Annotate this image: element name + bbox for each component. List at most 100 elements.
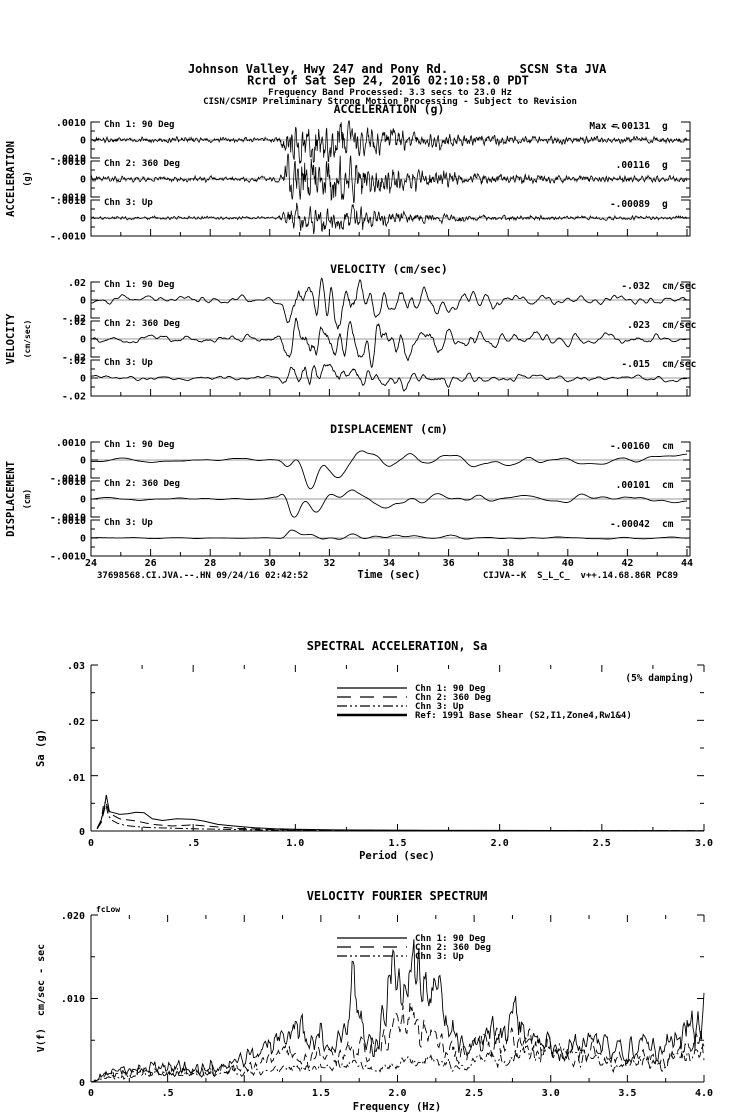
ytick-label: -.0010 — [50, 552, 86, 563]
channel-label: Chn 1: 90 Deg — [104, 120, 174, 130]
section-title-acceleration: ACCELERATION (g) — [334, 102, 445, 116]
fourier-xtick-label: 2.0 — [388, 1088, 406, 1099]
ytick-label: .0010 — [56, 118, 86, 129]
fourier-xtick-label: 3.5 — [618, 1088, 636, 1099]
fourier-ytick-label: .020 — [61, 911, 85, 922]
sa-yaxis-label: Sa (g) — [35, 729, 47, 767]
sa-xtick-label: 2.5 — [593, 838, 611, 849]
ytick-label: -.0010 — [50, 154, 86, 165]
sa-xtick-label: 3.0 — [695, 838, 713, 849]
max-unit: cm — [662, 519, 674, 530]
side-units-displacement: (cm) — [23, 489, 33, 509]
channel-label: Chn 1: 90 Deg — [104, 440, 174, 450]
footer-processing-id: CIJVA--K S_L_C_ v++.14.68.86R PC89 — [483, 571, 678, 581]
waveform-acceleration_time_series-ch1 — [90, 120, 688, 164]
fourier-xtick-label: 1.5 — [312, 1088, 330, 1099]
fourier-ytick-label: .010 — [61, 994, 85, 1005]
ytick-label: 0 — [80, 335, 86, 346]
max-value: -.00089 — [610, 199, 650, 210]
time-tick-label: 44 — [681, 558, 693, 569]
ytick-label: 0 — [80, 136, 86, 147]
ytick-label: .0010 — [56, 196, 86, 207]
max-value: -.015 — [621, 359, 650, 370]
ytick-label: 0 — [80, 456, 86, 467]
fourier-xtick-label: .5 — [162, 1088, 174, 1099]
sa-legend-label: Chn 3: Up — [415, 702, 464, 712]
ytick-label: 0 — [80, 214, 86, 225]
sa-legend-label: Chn 2: 360 Deg — [415, 693, 491, 703]
max-value: -.00160 — [610, 441, 650, 452]
fourier-curve-1 — [90, 939, 705, 1083]
ytick-label: 0 — [80, 374, 86, 385]
sa-ytick-label: 0 — [79, 827, 85, 838]
time-tick-label: 36 — [443, 558, 455, 569]
section-title-velocity: VELOCITY (cm/sec) — [330, 262, 448, 276]
max-value: -.00131 — [610, 121, 650, 132]
time-tick-label: 28 — [204, 558, 216, 569]
ytick-label: .0010 — [56, 477, 86, 488]
max-unit: cm/sec — [662, 320, 696, 331]
header-record-time: Rcrd of Sat Sep 24, 2016 02:10:58.0 PDT — [247, 74, 529, 88]
waveform-acceleration_time_series-ch2 — [90, 153, 688, 204]
sa-ytick-label: .01 — [67, 773, 85, 784]
time-tick-label: 38 — [502, 558, 514, 569]
waveform-velocity_time_series-ch1 — [90, 277, 688, 330]
waveform-acceleration_time_series-ch3 — [90, 202, 688, 235]
fourier-xtick-label: 0 — [88, 1088, 94, 1099]
fourier-curve-3 — [91, 1034, 705, 1083]
fourier-legend-label: Chn 3: Up — [415, 952, 464, 962]
max-value: -.032 — [621, 281, 650, 292]
side-label-velocity: VELOCITY — [5, 313, 17, 364]
side-units-velocity: (cm/sec) — [23, 320, 32, 359]
ytick-label: -.0010 — [50, 193, 86, 204]
sa-curve-2 — [96, 801, 705, 832]
time-tick-label: 40 — [562, 558, 574, 569]
sa-damping-note: (5% damping) — [625, 673, 694, 684]
section-title-displacement: DISPLACEMENT (cm) — [330, 422, 448, 436]
sa-xtick-label: 1.0 — [286, 838, 304, 849]
max-unit: cm — [662, 480, 674, 491]
max-value: .00101 — [616, 480, 651, 491]
max-unit: g — [662, 121, 668, 132]
channel-label: Chn 2: 360 Deg — [104, 159, 180, 169]
fourier-xtick-label: 4.0 — [695, 1088, 713, 1099]
channel-label: Chn 2: 360 Deg — [104, 479, 180, 489]
header-processing-notice: CISN/CSMIP Preliminary Strong Motion Pro… — [203, 96, 577, 107]
time-tick-label: 26 — [145, 558, 157, 569]
fourier-xaxis-label: Frequency (Hz) — [353, 1101, 442, 1113]
ytick-label: -.0010 — [50, 474, 86, 485]
fourier-legend-label: Chn 2: 360 Deg — [415, 943, 491, 953]
sa-title: SPECTRAL ACCELERATION, Sa — [307, 639, 488, 653]
max-unit: cm/sec — [662, 359, 696, 370]
ytick-label: 0 — [80, 175, 86, 186]
channel-label: Chn 3: Up — [104, 198, 153, 208]
waveform-velocity_time_series-ch2 — [90, 317, 687, 369]
waveform-velocity_time_series-ch3 — [90, 363, 687, 392]
waveform-displacement_time_series-ch1 — [91, 450, 687, 490]
ytick-label: -.02 — [62, 392, 86, 403]
sa-xtick-label: 1.5 — [388, 838, 406, 849]
sa-legend-label: Chn 1: 90 Deg — [415, 684, 485, 694]
sa-xtick-label: 0 — [88, 838, 94, 849]
fourier-legend-label: Chn 1: 90 Deg — [415, 934, 485, 944]
channel-label: Chn 2: 360 Deg — [104, 319, 180, 329]
fourier-xtick-label: 1.0 — [235, 1088, 253, 1099]
ytick-label: -.0010 — [50, 513, 86, 524]
header-frequency-band: Frequency Band Processed: 3.3 secs to 23… — [268, 88, 512, 98]
ytick-label: 0 — [80, 296, 86, 307]
header-location: Johnson Valley, Hwy 247 and Pony Rd. — [188, 62, 448, 76]
fourier-yaxis-label: V(f) cm/sec - sec — [36, 944, 47, 1052]
ytick-label: 0 — [80, 495, 86, 506]
max-value: -.00042 — [610, 519, 650, 530]
fourier-title: VELOCITY FOURIER SPECTRUM — [307, 889, 488, 903]
channel-label: Chn 3: Up — [104, 518, 153, 528]
max-unit: cm/sec — [662, 281, 696, 292]
max-prefix: Max = — [589, 121, 618, 132]
time-tick-label: 42 — [621, 558, 633, 569]
channel-label: Chn 1: 90 Deg — [104, 280, 174, 290]
max-value: .023 — [627, 320, 650, 331]
sa-legend-label: Ref: 1991 Base Shear (S2,I1,Zone4,Rw1&4) — [415, 711, 632, 721]
max-value: .00116 — [616, 160, 651, 171]
ytick-label: .0010 — [56, 438, 86, 449]
